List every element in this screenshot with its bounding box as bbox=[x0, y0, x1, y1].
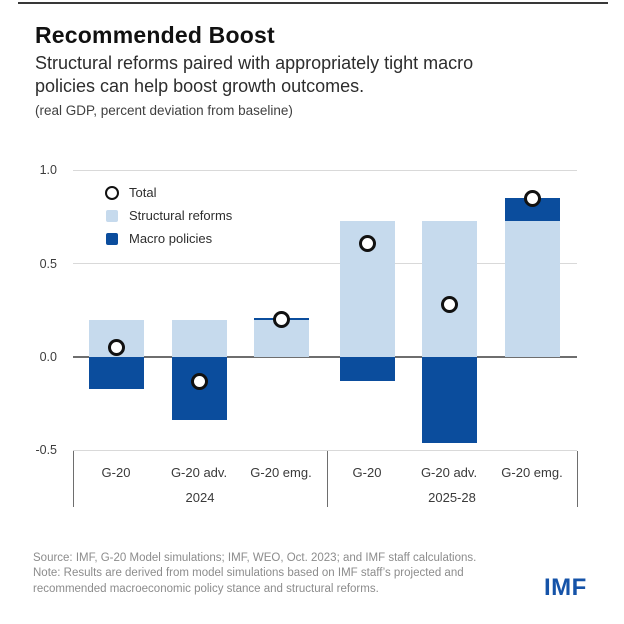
structural-reforms-swatch-icon bbox=[105, 209, 118, 222]
category-label-5: G-20 emg. bbox=[501, 465, 563, 480]
imf-logo: IMF bbox=[544, 574, 587, 601]
category-label-2: G-20 emg. bbox=[250, 465, 312, 480]
y-tick-label--0.5: -0.5 bbox=[35, 443, 57, 458]
legend-item-structural-reforms: Structural reforms bbox=[103, 206, 232, 225]
page-subtitle: Structural reforms paired with appropria… bbox=[35, 53, 474, 96]
legend-label-macro-policies: Macro policies bbox=[129, 231, 213, 246]
total-marker-0 bbox=[107, 339, 125, 357]
gridline-1.0 bbox=[73, 169, 577, 171]
category-label-3: G-20 bbox=[352, 465, 382, 480]
category-label-1: G-20 adv. bbox=[170, 465, 228, 480]
category-label-0: G-20 bbox=[101, 465, 131, 480]
macro-policies-swatch-icon bbox=[105, 232, 118, 245]
bar-macro-4 bbox=[421, 357, 477, 443]
bar-macro-3 bbox=[339, 357, 395, 382]
legend-item-macro-policies: Macro policies bbox=[103, 229, 232, 248]
axis-separator-1 bbox=[327, 451, 328, 507]
bar-structural-5 bbox=[504, 220, 560, 357]
page-title: Recommended Boost bbox=[35, 22, 275, 48]
axis-separator-0 bbox=[73, 451, 74, 507]
total-marker-4 bbox=[440, 296, 458, 314]
bar-macro-5 bbox=[504, 198, 560, 221]
bar-structural-1 bbox=[171, 319, 227, 357]
total-marker-icon bbox=[104, 185, 119, 200]
y-tick-label-0.5: 0.5 bbox=[39, 256, 57, 271]
y-tick-label-0.0: 0.0 bbox=[39, 350, 57, 364]
footer-note: Note: Results are derived from model sim… bbox=[33, 567, 464, 595]
legend-label-total: Total bbox=[129, 185, 157, 200]
legend-label-structural-reforms: Structural reforms bbox=[129, 208, 233, 223]
gridline--0.5 bbox=[73, 449, 577, 451]
chart-units-label: (real GDP, percent deviation from baseli… bbox=[35, 103, 293, 118]
total-marker-1 bbox=[190, 372, 208, 390]
y-tick-label-1.0: 1.0 bbox=[39, 163, 57, 178]
group-label-0: 2024 bbox=[185, 490, 215, 505]
category-label-4: G-20 adv. bbox=[420, 465, 478, 480]
group-label-1: 2025-28 bbox=[428, 490, 476, 505]
gridline-0.5 bbox=[73, 263, 577, 265]
legend-item-total: Total bbox=[103, 183, 232, 202]
total-marker-5 bbox=[523, 189, 541, 207]
total-marker-2 bbox=[272, 311, 290, 329]
zero-axis-line bbox=[73, 356, 577, 358]
top-rule bbox=[18, 2, 608, 4]
axis-separator-2 bbox=[577, 451, 578, 507]
total-marker-3 bbox=[358, 234, 376, 252]
bar-macro-0 bbox=[88, 357, 144, 389]
footer-source: Source: IMF, G-20 Model simulations; IMF… bbox=[33, 552, 477, 564]
chart-legend: Total Structural reforms Macro policies bbox=[103, 183, 232, 248]
bar-structural-4 bbox=[421, 220, 477, 357]
